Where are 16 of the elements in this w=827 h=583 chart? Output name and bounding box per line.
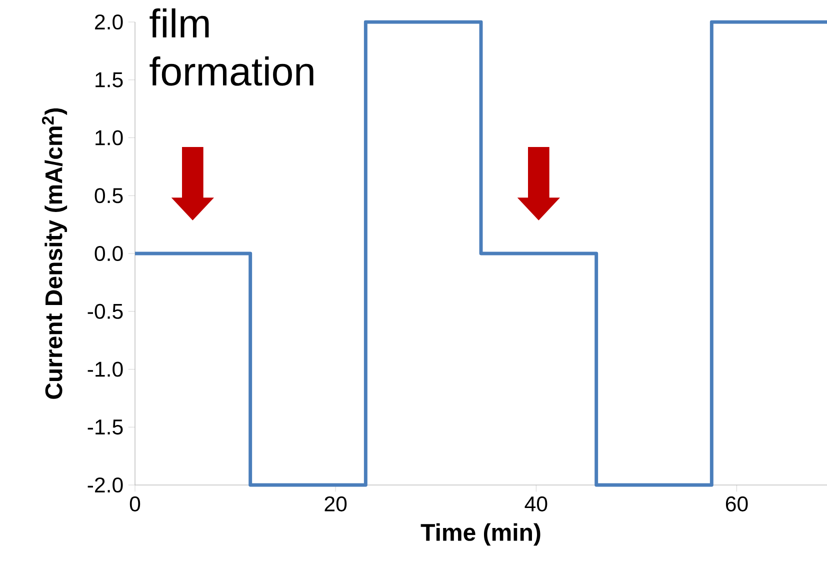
y-tick-label: 1.0 xyxy=(96,130,123,146)
x-tick-label: 60 xyxy=(726,496,748,512)
x-axis-title: Time (min) xyxy=(420,523,540,546)
annotation: film formation xyxy=(150,8,314,86)
y-axis-title: Current Density (mA/cm$^{2}$) xyxy=(42,108,68,399)
y-tick-label: -2.0 xyxy=(88,477,123,493)
x-tick-label: 20 xyxy=(324,496,347,512)
y-tick-label: 2.0 xyxy=(95,14,123,30)
y-tick-label: 0.0 xyxy=(94,246,123,262)
y-tick-label: -0.5 xyxy=(88,304,123,319)
y-tick-label: 1.5 xyxy=(96,72,123,88)
y-tick-label: -1.0 xyxy=(88,362,123,377)
x-tick-label: 0 xyxy=(130,496,140,512)
x-tick-label: 40 xyxy=(524,496,548,512)
y-tick-label: 0.5 xyxy=(94,188,123,204)
y-tick-label: -1.5 xyxy=(88,420,123,435)
